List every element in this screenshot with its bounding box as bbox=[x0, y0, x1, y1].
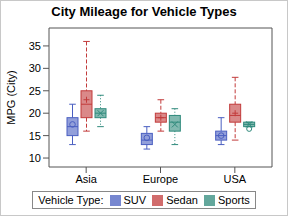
svg-text:USA: USA bbox=[224, 173, 247, 185]
svg-text:25: 25 bbox=[29, 85, 41, 97]
svg-text:15: 15 bbox=[29, 130, 41, 142]
html-text:SUV: SUV bbox=[123, 194, 147, 206]
svg-text:20: 20 bbox=[29, 107, 41, 119]
svg-text:35: 35 bbox=[29, 40, 41, 52]
svg-text:MPG (City): MPG (City) bbox=[8, 70, 17, 124]
svg-text:Europe: Europe bbox=[143, 173, 178, 185]
svg-text:10: 10 bbox=[29, 152, 41, 164]
html-text:City Mileage for Vehicle Types: City Mileage for Vehicle Types bbox=[51, 4, 237, 19]
svg-text:Asia: Asia bbox=[75, 173, 97, 185]
svg-text:30: 30 bbox=[29, 62, 41, 74]
html-text:Sports: Sports bbox=[217, 194, 250, 206]
html-text:Vehicle Type:: Vehicle Type: bbox=[38, 194, 104, 206]
html-text:Sedan: Sedan bbox=[166, 194, 198, 206]
